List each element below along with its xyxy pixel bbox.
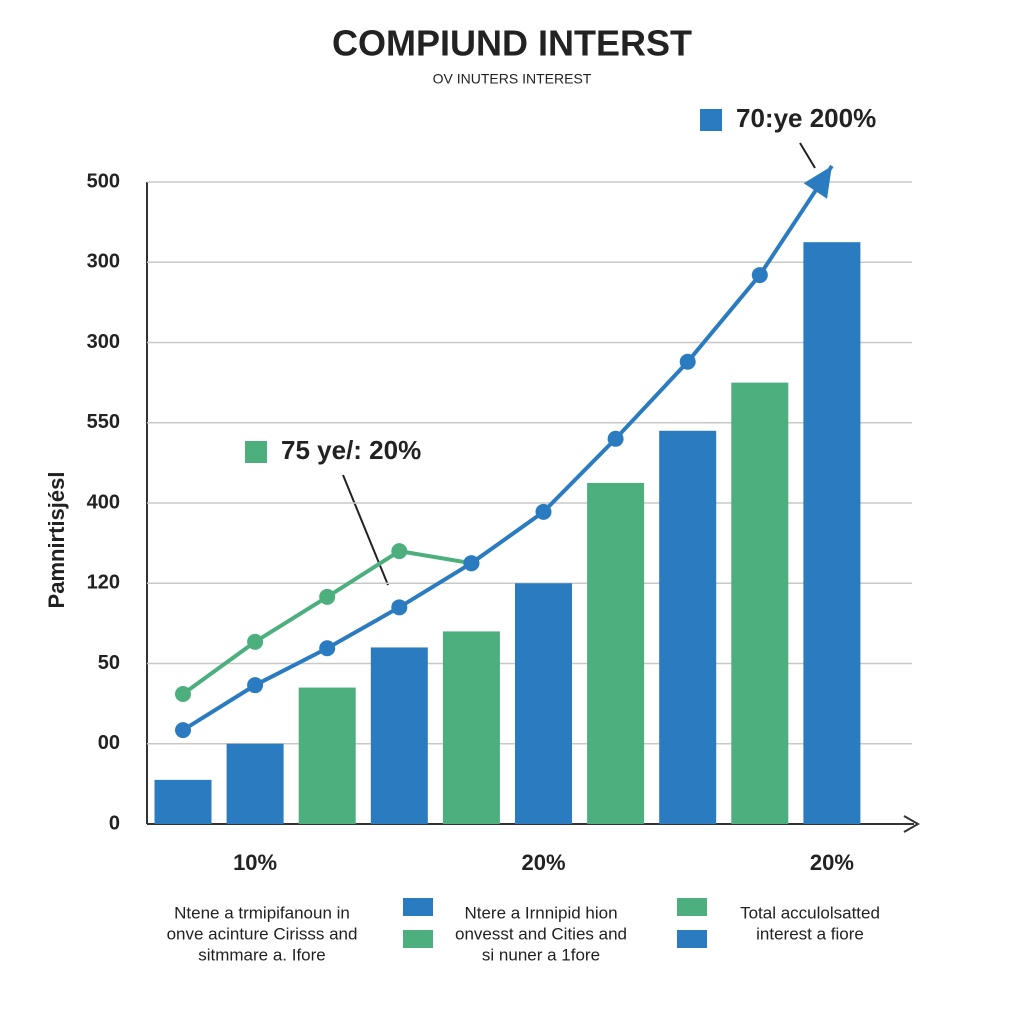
bar [226,743,284,824]
y-tick-label: 0 [109,812,120,834]
line-point [391,543,408,560]
y-tick-label: 00 [98,732,120,754]
bar [154,779,212,824]
line-point [607,430,624,447]
legend-text: onvesst and Cities and [455,924,627,943]
line-point [535,503,552,520]
line [181,549,472,696]
bar [731,382,789,824]
x-axis-arrow [903,815,921,833]
y-tick-label: 120 [87,572,120,594]
annotation: 70:ye 200% [736,103,876,133]
y-tick-label: 550 [87,411,120,433]
line-point [319,588,336,605]
y-tick-label: 500 [87,170,120,192]
legend-text: Ntene a trmipifanoun in [174,903,350,922]
legend-text: interest a fiore [756,924,864,943]
annotation-swatch [245,441,267,463]
line-point [247,633,264,650]
y-axis-label: Pamnirtisjésl [44,472,69,609]
x-tick-label: 20% [810,850,854,875]
legend-swatch [403,930,433,948]
bar [370,647,428,824]
y-tick-label: 300 [87,331,120,353]
line-point [463,555,480,572]
line-point [319,640,336,657]
bar [803,242,861,824]
line-point [751,267,768,284]
y-tick-label: 50 [98,652,120,674]
line-point [175,685,191,702]
y-tick-label: 400 [87,491,120,513]
bar [587,482,645,824]
legend-text: Total acculolsatted [740,903,880,922]
annotation-pointer [342,474,389,586]
legend-text: si nuner a 1fore [482,945,600,964]
legend-text: Ntere a Irnnipid hion [464,903,617,922]
y-tick-label: 300 [87,251,120,273]
line-point [175,722,191,739]
bar [659,430,717,824]
bar [298,687,356,824]
legend-swatch [677,930,707,948]
bar [442,631,500,824]
legend-swatch [403,898,433,916]
annotation: 75 ye/: 20% [281,435,421,465]
arrowhead [803,165,832,199]
line-point [679,353,696,370]
bar [515,583,572,824]
legend-swatch [677,898,707,916]
annotation-pointer [799,142,816,169]
x-tick-label: 10% [233,850,277,875]
x-tick-label: 20% [521,850,565,875]
annotation-swatch [700,109,722,131]
legend-text: onve acinture Cirisss and [167,924,358,943]
chart-title: COMPIUND INTERST [332,23,692,64]
legend-text: sitmmare a. Ifore [198,945,326,964]
line-point [247,677,264,694]
chart-subtitle: OV INUTERS INTEREST [433,71,592,87]
line [181,164,834,732]
line-point [391,599,408,616]
